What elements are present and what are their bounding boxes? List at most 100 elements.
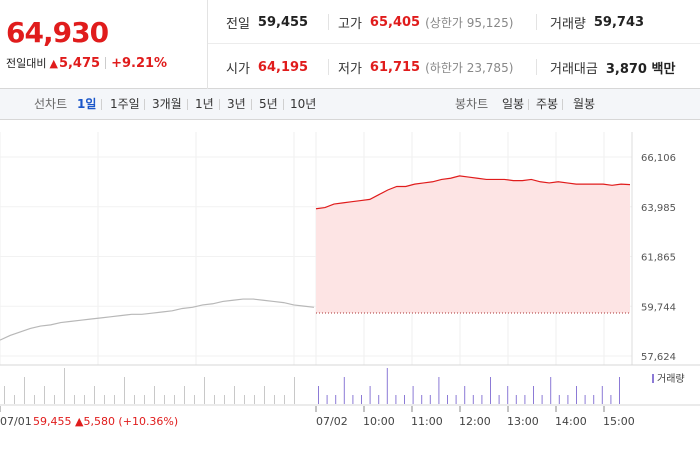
today-area: [316, 175, 630, 314]
volume-bar: [224, 395, 225, 404]
volume-bar: [378, 395, 380, 404]
stat-label: 고가: [338, 16, 362, 32]
y-tick-label: 59,744: [641, 302, 676, 313]
period-tabs: 선차트 1일 1주일 3개월 1년 3년 5년 10년 봉차트 일봉 주봉 월봉: [0, 89, 700, 120]
volume-bar: [34, 395, 35, 404]
volume-bar: [194, 395, 195, 404]
stat-label: 전일: [226, 16, 250, 32]
tab-5y[interactable]: 5년: [259, 97, 278, 111]
volume-bar: [438, 377, 440, 404]
volume-bar: [550, 377, 552, 404]
volume-bar: [447, 395, 448, 404]
volume-bar: [567, 395, 569, 404]
volume-bar: [533, 386, 534, 404]
volume-bar: [184, 386, 185, 404]
volume-bar: [335, 395, 337, 404]
volume-bar: [318, 386, 319, 404]
volume-bar: [576, 386, 577, 404]
tab-10y[interactable]: 10년: [290, 97, 317, 111]
volume-bar: [343, 377, 345, 404]
volume-bar: [154, 386, 155, 404]
today-line: [315, 175, 631, 210]
change-row: 전일대비 ▲ 5,475 +9.21%: [6, 55, 167, 71]
stat-value: 59,743: [593, 14, 645, 30]
volume-bar: [421, 395, 423, 404]
tab-monthly-candle[interactable]: 월봉: [573, 97, 596, 111]
stat-label: 거래량: [550, 16, 586, 32]
stats-row-2: 시가 64,195 저가 61,715 (하한가 23,785) 거래대금 3,…: [208, 45, 700, 89]
divider: [219, 99, 220, 110]
stat-amount: 거래대금 3,870 백만: [550, 45, 675, 89]
tab-daily-candle[interactable]: 일봉: [502, 97, 525, 111]
volume-bar: [326, 395, 328, 404]
divider: [144, 99, 145, 110]
volume-bar: [204, 377, 205, 404]
divider: [283, 99, 284, 110]
stat-sub: (하한가 23,785): [425, 60, 514, 75]
stat-label: 거래대금: [550, 61, 598, 77]
volume-bar: [24, 377, 25, 404]
stat-value: 64,195: [257, 59, 309, 75]
volume-bar: [74, 395, 75, 404]
stat-volume: 거래량 59,743: [550, 0, 644, 44]
tab-3y[interactable]: 3년: [227, 97, 246, 111]
time-tick-label: 13:00: [507, 415, 539, 428]
tab-1w[interactable]: 1주일: [110, 97, 140, 111]
today-fill: [316, 175, 630, 314]
divider: [251, 99, 252, 110]
divider: [187, 99, 188, 110]
volume-bar: [264, 386, 265, 404]
volume-bar: [14, 395, 15, 404]
stats-panel: 전일 59,455 고가 65,405 (상한가 95,125) 거래량 59,…: [208, 0, 700, 89]
stat-label: 저가: [338, 61, 362, 77]
price-box: 64,930 전일대비 ▲ 5,475 +9.21%: [0, 0, 208, 89]
tab-3m[interactable]: 3개월: [152, 97, 182, 111]
stat-value: 59,455: [257, 14, 309, 30]
volume-bar: [490, 377, 491, 404]
volume-bar: [84, 395, 85, 404]
prev-close-label: 59,455 ▲5,580 (+10.36%): [33, 415, 178, 428]
volume-bar: [524, 395, 526, 404]
y-axis: 66,106 63,985 61,865 59,744 57,624: [641, 153, 676, 363]
divider: [562, 99, 563, 110]
volume-bar: [174, 395, 175, 404]
volume-bar: [284, 395, 285, 404]
volume-legend-swatch: [652, 374, 654, 383]
today-date-label: 07/02: [316, 415, 348, 428]
stat-value: 65,405: [369, 14, 421, 30]
volume-bar: [54, 395, 55, 404]
up-arrow-icon: ▲: [49, 56, 58, 70]
stat-value: 3,870 백만: [605, 61, 676, 77]
volume-bar: [361, 395, 362, 404]
volume-bar: [4, 386, 5, 404]
change-percent: +9.21%: [111, 55, 168, 71]
tab-weekly-candle[interactable]: 주봉: [536, 97, 559, 111]
volume-bar: [94, 386, 95, 404]
volume-bar: [104, 395, 105, 404]
volume-bar: [114, 395, 115, 404]
volume-bar: [234, 386, 235, 404]
line-chart-label: 선차트: [34, 97, 68, 111]
stat-sub: (상한가 95,125): [425, 15, 514, 30]
volume-bar: [584, 395, 586, 404]
stat-value: 61,715: [369, 59, 421, 75]
volume-bar: [541, 395, 543, 404]
stat-label: 시가: [226, 61, 250, 77]
y-tick-label: 63,985: [641, 203, 676, 214]
tab-1y[interactable]: 1년: [195, 97, 214, 111]
volume-bar: [386, 368, 388, 404]
divider: [105, 57, 107, 69]
price-chart[interactable]: 66,106 63,985 61,865 59,744 57,624 거래량 07/01…: [0, 120, 700, 450]
stats-row-1: 전일 59,455 고가 65,405 (상한가 95,125) 거래량 59,…: [208, 0, 700, 44]
time-tick-label: 14:00: [555, 415, 587, 428]
y-tick-label: 57,624: [641, 352, 676, 363]
change-value: 5,475: [58, 55, 101, 71]
stat-prev-close: 전일 59,455: [226, 0, 308, 44]
tab-1d[interactable]: 1일: [77, 97, 97, 111]
divider: [101, 99, 102, 110]
y-tick-label: 61,865: [641, 253, 676, 264]
time-tick-label: 15:00: [603, 415, 635, 428]
volume-bar: [481, 395, 483, 404]
volume-bar: [404, 395, 405, 404]
volume-bar: [429, 395, 431, 404]
